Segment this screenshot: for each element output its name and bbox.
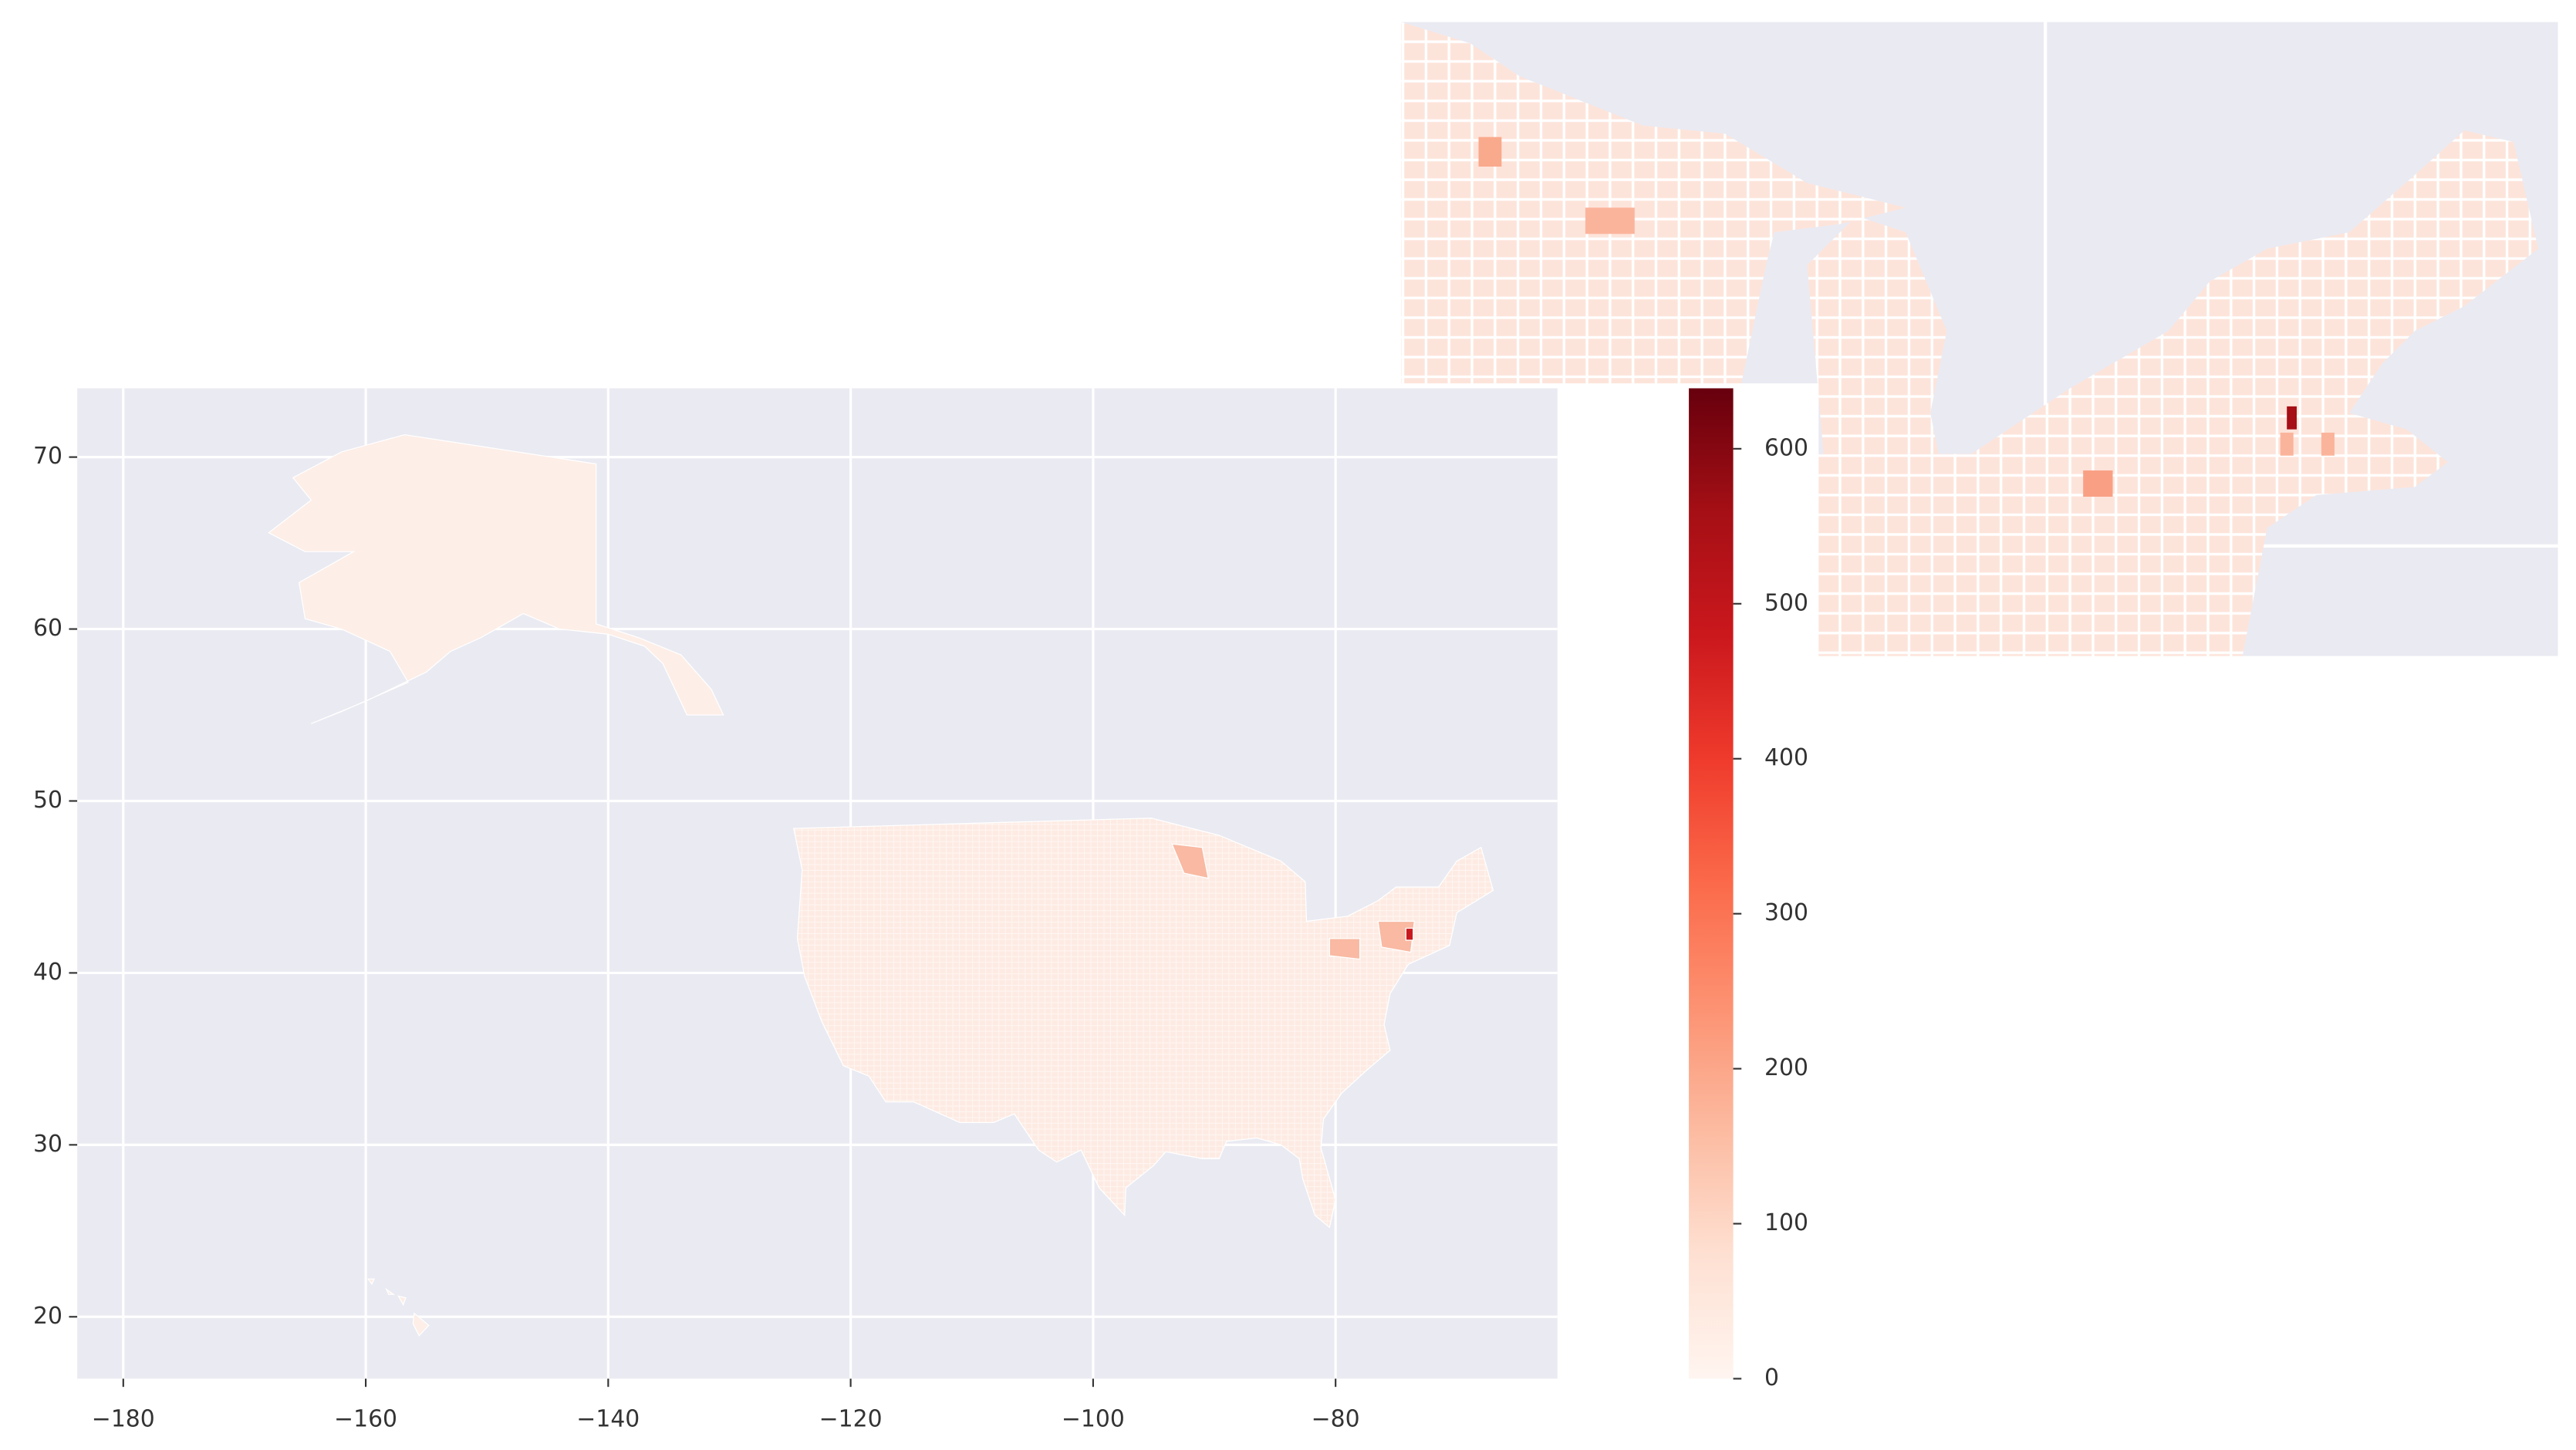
colorbar-tick-label: 200 — [1764, 1054, 1808, 1081]
colorbar-tick-label: 300 — [1764, 899, 1808, 926]
hawaii — [412, 1312, 430, 1337]
x-tick-label: −180 — [92, 1405, 155, 1432]
y-tick-label: 20 — [33, 1303, 62, 1330]
inset-land — [1818, 130, 2539, 656]
y-tick-label: 50 — [33, 787, 62, 814]
colorbar-tick-label: 600 — [1764, 434, 1808, 461]
colorbar: 0 100 200 300 400 500 600 — [1689, 388, 1808, 1391]
ticks: −180 −160 −140 −120 −100 −80 20 30 40 50 60 70 — [33, 443, 1360, 1432]
alaska — [268, 433, 724, 724]
inset-hotspot — [2321, 432, 2335, 456]
inset-land — [1401, 22, 1906, 384]
x-tick-label: −80 — [1312, 1405, 1360, 1432]
colorbar-tick-label: 500 — [1764, 589, 1808, 616]
y-tick-label: 30 — [33, 1131, 62, 1158]
y-tick-label: 40 — [33, 959, 62, 986]
colorbar-tick-label: 0 — [1764, 1364, 1779, 1391]
x-tick-label: −120 — [819, 1405, 883, 1432]
inset-hotspot — [2287, 406, 2297, 430]
inset-hotspot — [1478, 137, 1502, 167]
hotspot-region — [1171, 843, 1209, 879]
x-tick-label: −100 — [1062, 1405, 1125, 1432]
hotspot — [1405, 927, 1414, 941]
colorbar-gradient — [1689, 388, 1734, 1379]
y-tick-label: 60 — [33, 615, 62, 642]
y-tick-label: 70 — [33, 443, 62, 470]
hawaii — [397, 1295, 407, 1307]
x-tick-label: −140 — [576, 1405, 640, 1432]
hotspot-region — [1329, 938, 1361, 960]
inset-hotspot — [2083, 470, 2113, 497]
inset-hotspot — [1585, 207, 1635, 234]
hawaii — [366, 1278, 376, 1286]
colorbar-tick-label: 400 — [1764, 744, 1808, 771]
map-land — [268, 433, 1494, 1337]
inset-land — [1807, 215, 1947, 454]
hawaii — [385, 1287, 396, 1295]
hotspot-region — [1377, 920, 1416, 953]
contiguous-us — [792, 818, 1494, 1229]
inset-hotspot — [2280, 432, 2294, 456]
x-tick-label: −160 — [334, 1405, 397, 1432]
colorbar-tick-label: 100 — [1764, 1209, 1808, 1236]
